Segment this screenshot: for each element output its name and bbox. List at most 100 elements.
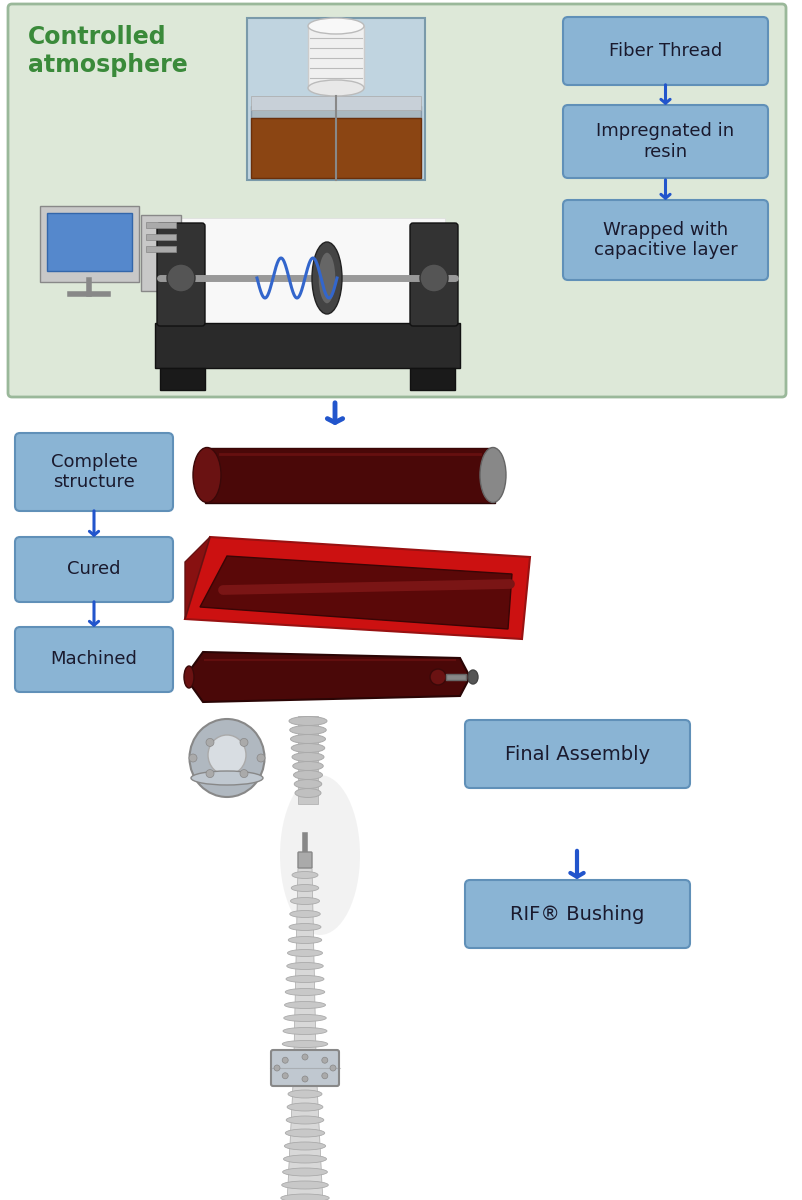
FancyBboxPatch shape [563, 200, 768, 280]
Ellipse shape [189, 719, 265, 797]
Circle shape [420, 264, 448, 292]
Circle shape [206, 738, 214, 746]
FancyBboxPatch shape [308, 26, 364, 88]
Text: Complete
structure: Complete structure [51, 452, 137, 492]
Ellipse shape [293, 762, 323, 770]
Circle shape [257, 754, 265, 762]
Ellipse shape [282, 1181, 328, 1189]
FancyBboxPatch shape [146, 222, 176, 228]
Ellipse shape [290, 898, 319, 905]
Circle shape [330, 1066, 336, 1070]
Circle shape [206, 769, 214, 778]
Ellipse shape [468, 670, 478, 684]
Ellipse shape [283, 1154, 326, 1163]
Ellipse shape [282, 1040, 328, 1048]
Ellipse shape [288, 936, 322, 943]
Ellipse shape [184, 666, 194, 688]
FancyBboxPatch shape [446, 674, 466, 680]
Ellipse shape [284, 1014, 326, 1021]
Ellipse shape [286, 976, 324, 983]
Circle shape [302, 1076, 308, 1082]
Circle shape [240, 738, 248, 746]
Ellipse shape [285, 1002, 326, 1008]
Ellipse shape [286, 1129, 325, 1138]
Circle shape [282, 1057, 288, 1063]
Text: Final Assembly: Final Assembly [505, 744, 650, 763]
Ellipse shape [283, 1027, 327, 1034]
Ellipse shape [294, 780, 322, 788]
Ellipse shape [295, 788, 321, 798]
Ellipse shape [289, 716, 327, 726]
FancyBboxPatch shape [205, 458, 495, 468]
Circle shape [189, 754, 197, 762]
FancyBboxPatch shape [205, 488, 495, 498]
FancyBboxPatch shape [247, 18, 425, 180]
FancyBboxPatch shape [205, 468, 495, 478]
FancyBboxPatch shape [410, 368, 455, 390]
Circle shape [282, 1073, 288, 1079]
Polygon shape [155, 323, 460, 368]
Text: Machined: Machined [51, 650, 137, 668]
Ellipse shape [308, 18, 364, 34]
Ellipse shape [291, 884, 318, 892]
Ellipse shape [191, 770, 263, 785]
FancyBboxPatch shape [146, 246, 176, 252]
Circle shape [274, 1066, 280, 1070]
FancyBboxPatch shape [465, 720, 690, 788]
Ellipse shape [292, 871, 318, 878]
Text: Controlled
atmosphere: Controlled atmosphere [28, 25, 188, 77]
FancyBboxPatch shape [298, 716, 318, 804]
Ellipse shape [289, 924, 321, 930]
Circle shape [322, 1073, 328, 1079]
Polygon shape [185, 538, 530, 638]
Ellipse shape [281, 1194, 329, 1200]
FancyBboxPatch shape [8, 4, 786, 397]
Text: Cured: Cured [67, 560, 121, 578]
FancyBboxPatch shape [251, 118, 421, 178]
Circle shape [322, 1057, 328, 1063]
Text: RIF® Bushing: RIF® Bushing [510, 905, 645, 924]
Ellipse shape [294, 770, 322, 780]
Ellipse shape [480, 448, 506, 503]
FancyBboxPatch shape [157, 223, 205, 326]
FancyBboxPatch shape [563, 104, 768, 178]
FancyBboxPatch shape [205, 448, 495, 503]
Ellipse shape [312, 242, 342, 314]
Circle shape [240, 769, 248, 778]
Polygon shape [185, 538, 210, 619]
Ellipse shape [290, 726, 326, 734]
Ellipse shape [318, 252, 336, 304]
Ellipse shape [291, 744, 325, 752]
FancyBboxPatch shape [251, 106, 421, 118]
FancyBboxPatch shape [15, 433, 173, 511]
Ellipse shape [287, 1103, 323, 1111]
Circle shape [302, 1054, 308, 1060]
Ellipse shape [286, 1116, 324, 1124]
Circle shape [430, 670, 446, 685]
Circle shape [167, 264, 195, 292]
Ellipse shape [280, 775, 360, 935]
Ellipse shape [287, 949, 322, 956]
FancyBboxPatch shape [15, 538, 173, 602]
Polygon shape [200, 556, 512, 629]
Text: Impregnated in
resin: Impregnated in resin [597, 122, 735, 161]
Text: Wrapped with
capacitive layer: Wrapped with capacitive layer [593, 221, 737, 259]
FancyBboxPatch shape [160, 368, 205, 390]
Ellipse shape [308, 80, 364, 96]
Polygon shape [185, 652, 470, 702]
FancyBboxPatch shape [205, 448, 495, 458]
FancyBboxPatch shape [141, 215, 181, 290]
FancyBboxPatch shape [410, 223, 458, 326]
Ellipse shape [292, 752, 324, 762]
FancyBboxPatch shape [146, 234, 176, 240]
FancyBboxPatch shape [298, 852, 312, 868]
Polygon shape [286, 1084, 324, 1200]
Ellipse shape [288, 1090, 322, 1098]
Ellipse shape [286, 989, 325, 996]
FancyBboxPatch shape [47, 214, 132, 271]
Ellipse shape [285, 1142, 326, 1150]
Ellipse shape [290, 734, 326, 744]
Ellipse shape [193, 448, 221, 503]
FancyBboxPatch shape [40, 206, 139, 282]
Text: Fiber Thread: Fiber Thread [609, 42, 722, 60]
